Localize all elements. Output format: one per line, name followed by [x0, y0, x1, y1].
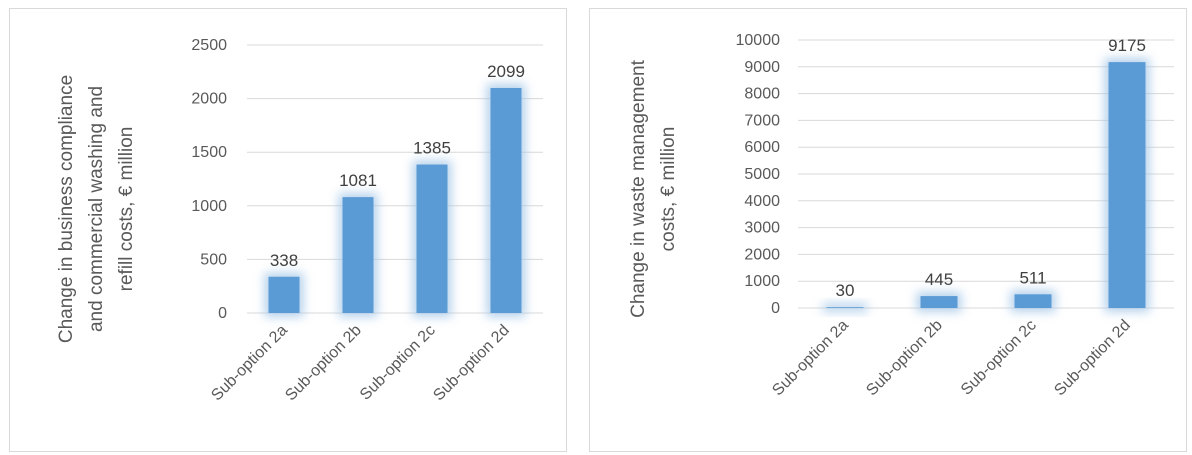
bar	[490, 87, 522, 313]
y-tick-label: 2000	[744, 246, 780, 263]
y-axis-label-line: Change in business compliance	[56, 75, 77, 343]
x-category-label: Sub-option 2a	[208, 322, 291, 405]
y-tick-label: 7000	[744, 112, 780, 129]
chart-panel-waste-costs: 0 1000 2000 3000 4000 5000 6000 7000 8000 9000 100…	[589, 8, 1187, 452]
data-label: 511	[1019, 268, 1046, 287]
y-tick-label: 0	[771, 300, 780, 317]
x-category-label: Sub-option 2b	[282, 322, 365, 405]
data-label: 1081	[339, 171, 377, 190]
y-tick-label: 8000	[744, 86, 780, 103]
y-tick-label: 3000	[744, 220, 780, 237]
y-axis-label-line: and commercial washing and	[86, 86, 107, 332]
data-label: 9175	[1108, 36, 1146, 55]
y-tick-label: 1000	[744, 273, 780, 290]
chart-panel-business-costs: 0 500 1000 1500 2000 2500 Change in business c…	[9, 8, 567, 452]
y-tick-label: 4000	[744, 193, 780, 210]
data-label: 338	[270, 251, 298, 270]
x-category-label: Sub-option 2c	[958, 317, 1040, 399]
bar-chart-business-costs: 0 500 1000 1500 2000 2500 Change in business c…	[56, 37, 543, 405]
y-tick-label: 10000	[736, 32, 781, 49]
y-tick-label: 0	[218, 305, 227, 322]
y-tick-label: 6000	[744, 139, 780, 156]
y-tick-label: 1000	[191, 198, 227, 215]
y-tick-label: 9000	[744, 59, 780, 76]
y-tick-label: 2500	[191, 37, 227, 54]
x-category-label: Sub-option 2a	[769, 317, 852, 400]
x-category-label: Sub-option 2d	[430, 322, 512, 404]
y-axis-label-line: costs, € million	[658, 127, 679, 252]
y-tick-label: 2000	[191, 91, 227, 108]
x-category-label: Sub-option 2b	[863, 317, 946, 400]
bar	[342, 197, 374, 313]
y-tick-label: 1500	[191, 144, 227, 161]
x-category-label: Sub-option 2c	[357, 322, 439, 404]
bar	[1108, 62, 1146, 308]
bar	[1014, 294, 1052, 308]
y-axis-label-line: refill costs, € million	[116, 127, 137, 292]
bar	[826, 307, 864, 308]
y-tick-label: 500	[200, 251, 227, 268]
x-category-label: Sub-option 2d	[1051, 317, 1133, 399]
y-tick-label: 5000	[744, 166, 780, 183]
data-label: 2099	[487, 62, 525, 81]
bar	[268, 276, 300, 313]
data-label: 445	[925, 270, 953, 289]
bar-chart-waste-costs: 0 1000 2000 3000 4000 5000 6000 7000 8000 9000 100…	[628, 32, 1174, 400]
data-label: 30	[836, 281, 855, 300]
bar	[416, 164, 448, 313]
data-label: 1385	[413, 139, 451, 158]
bar	[920, 296, 958, 308]
y-axis-label-line: Change in waste management	[628, 59, 649, 317]
